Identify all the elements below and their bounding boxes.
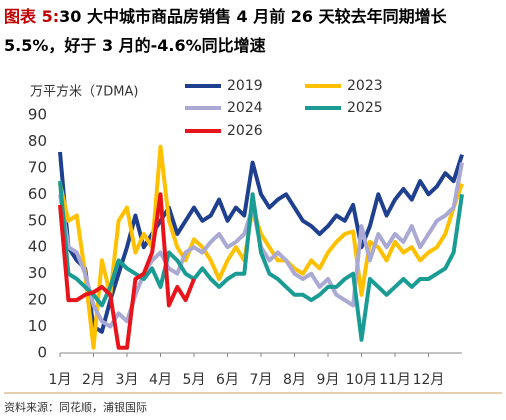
chart-title: 图表 5:30 大中城市商品房销售 4 月前 26 天较去年同期增长 5.5%，… bbox=[4, 2, 502, 60]
title-prefix: 图表 5: bbox=[4, 7, 60, 26]
y-tick-label: 20 bbox=[28, 291, 47, 309]
x-tick-label: 11月 bbox=[379, 372, 411, 388]
x-tick-label: 9月 bbox=[317, 372, 340, 388]
source: 资料来源：同花顺，浦银国际 bbox=[4, 400, 147, 414]
y-tick-label: 0 bbox=[37, 344, 47, 362]
x-tick-label: 10月 bbox=[346, 372, 378, 388]
x-tick-label: 7月 bbox=[250, 372, 273, 388]
x-tick-label: 3月 bbox=[116, 372, 139, 388]
y-tick-label: 30 bbox=[28, 264, 47, 282]
y-tick-label: 40 bbox=[28, 238, 47, 256]
y-tick-label: 50 bbox=[28, 211, 47, 229]
y-tick-label: 70 bbox=[28, 158, 47, 176]
x-tick-label: 8月 bbox=[283, 372, 306, 388]
y-tick-label: 60 bbox=[28, 185, 47, 203]
x-tick-label: 4月 bbox=[149, 372, 172, 388]
legend-label: 2023 bbox=[347, 78, 383, 94]
title-text: 30 大中城市商品房销售 4 月前 26 天较去年同期增长 5.5%，好于 3 … bbox=[4, 7, 447, 55]
x-tick-label: 1月 bbox=[49, 372, 72, 388]
y-tick-label: 90 bbox=[28, 106, 47, 124]
legend-label: 2025 bbox=[347, 100, 383, 116]
y-axis-label: 万平方米（7DMA) bbox=[30, 84, 138, 100]
legend-label: 2024 bbox=[227, 100, 263, 116]
series-line bbox=[58, 180, 464, 342]
y-tick-label: 10 bbox=[28, 317, 47, 335]
legend-label: 2019 bbox=[227, 78, 263, 94]
series-line bbox=[58, 151, 464, 334]
series-line bbox=[58, 192, 196, 350]
series-line bbox=[58, 144, 464, 350]
x-tick-label: 12月 bbox=[413, 372, 445, 388]
legend-label: 2026 bbox=[227, 123, 263, 139]
x-tick-label: 2月 bbox=[82, 372, 105, 388]
y-tick-label: 80 bbox=[28, 132, 47, 150]
x-tick-label: 6月 bbox=[216, 372, 239, 388]
x-tick-label: 5月 bbox=[183, 372, 206, 388]
